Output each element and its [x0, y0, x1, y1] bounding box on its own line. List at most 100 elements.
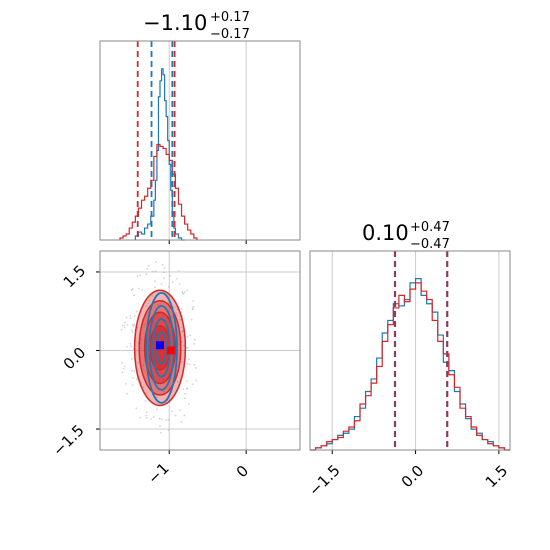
sample-point: [184, 392, 186, 395]
sample-point: [145, 414, 148, 417]
sample-point: [131, 370, 134, 372]
sample-point: [167, 429, 170, 431]
sample-point: [123, 326, 126, 329]
y-tick-label-1.5: 1.5: [60, 262, 90, 292]
sample-point: [189, 363, 191, 366]
sample-point: [188, 358, 190, 361]
p1-histogram-red: [119, 143, 198, 240]
sample-point: [181, 330, 184, 333]
sample-point: [176, 314, 179, 316]
param-1-title: −1.10: [143, 11, 207, 35]
p2-marker-blue: [156, 341, 164, 350]
sample-point: [188, 403, 191, 405]
sample-point: [178, 343, 181, 346]
param-2-title-lower: −0.47: [410, 237, 450, 252]
sample-point: [131, 288, 134, 290]
p1-frame: [99, 40, 301, 241]
sample-point: [162, 390, 165, 393]
joint-contour-panel: [96, 250, 301, 454]
sample-point: [160, 283, 163, 286]
sample-point: [186, 335, 189, 338]
sample-point: [121, 371, 124, 374]
sample-point: [190, 318, 193, 321]
sample-point: [193, 338, 196, 341]
sample-point: [167, 285, 170, 288]
sample-point: [130, 357, 133, 360]
sample-point: [133, 294, 135, 297]
sample-point: [193, 363, 196, 366]
sample-point: [130, 329, 133, 331]
p3-histogram-blue: [310, 278, 510, 451]
sample-point: [142, 364, 145, 367]
sample-point: [151, 294, 154, 297]
sample-point: [176, 380, 179, 383]
sample-point: [162, 271, 165, 274]
sample-point: [177, 269, 180, 272]
x-tick-label-0: 0: [233, 462, 252, 481]
sample-point: [154, 280, 156, 283]
sample-point: [154, 286, 156, 289]
sample-point: [171, 315, 174, 318]
sample-point: [126, 345, 128, 348]
sample-point: [133, 323, 136, 326]
sample-point: [130, 345, 133, 348]
sample-point: [191, 383, 194, 386]
param-1-title-upper: +0.17: [210, 10, 250, 25]
sample-point: [151, 270, 154, 273]
sample-point: [193, 342, 196, 345]
sample-point: [139, 274, 141, 277]
sample-point: [165, 419, 168, 422]
sample-point: [189, 334, 191, 337]
p2-x-tick-label-neg1.5: −1.5: [305, 461, 343, 499]
sample-point: [155, 261, 157, 263]
p3-frame: [309, 250, 511, 451]
sample-point: [135, 407, 138, 410]
sample-point: [178, 409, 181, 412]
sample-point: [131, 324, 134, 326]
param-1-histogram-panel: [99, 40, 301, 244]
sample-point: [158, 417, 161, 420]
sample-point: [163, 277, 165, 280]
sample-point: [186, 387, 189, 390]
sample-point: [129, 314, 132, 317]
sample-point: [155, 396, 158, 399]
sample-point: [124, 365, 126, 368]
blue-contour-0: [145, 291, 178, 404]
sample-point: [172, 306, 175, 309]
sample-point: [159, 425, 162, 427]
sample-point: [183, 397, 186, 400]
sample-point: [122, 367, 125, 370]
param-1-title-value: −1.10: [143, 11, 207, 35]
sample-point: [163, 267, 166, 269]
sample-point: [172, 281, 174, 284]
sample-point: [180, 360, 183, 363]
sample-point: [126, 324, 129, 326]
sample-point: [146, 267, 149, 270]
x-tick-label-neg1: −1: [144, 459, 172, 487]
sample-point: [180, 308, 183, 310]
sample-point: [120, 328, 123, 331]
sample-point: [154, 270, 157, 273]
p2-x-tick-label-0.0: 0.0: [398, 462, 428, 492]
sample-point: [186, 362, 189, 365]
sample-point: [136, 378, 138, 381]
sample-point: [123, 324, 126, 327]
sample-point: [159, 303, 162, 306]
sample-point: [175, 311, 178, 314]
sample-point: [167, 418, 170, 421]
sample-point: [124, 321, 127, 324]
sample-point: [144, 400, 147, 402]
param-1-title-lower: −0.17: [210, 27, 250, 42]
sample-point: [142, 386, 145, 389]
sample-point: [136, 275, 139, 278]
sample-point: [131, 384, 134, 386]
sample-point: [186, 289, 189, 292]
sample-point: [183, 291, 186, 294]
sample-point: [131, 376, 134, 379]
sample-point: [183, 414, 186, 417]
sample-point: [156, 408, 158, 411]
sample-point: [126, 392, 128, 395]
sample-point: [124, 383, 127, 385]
sample-point: [182, 388, 185, 390]
